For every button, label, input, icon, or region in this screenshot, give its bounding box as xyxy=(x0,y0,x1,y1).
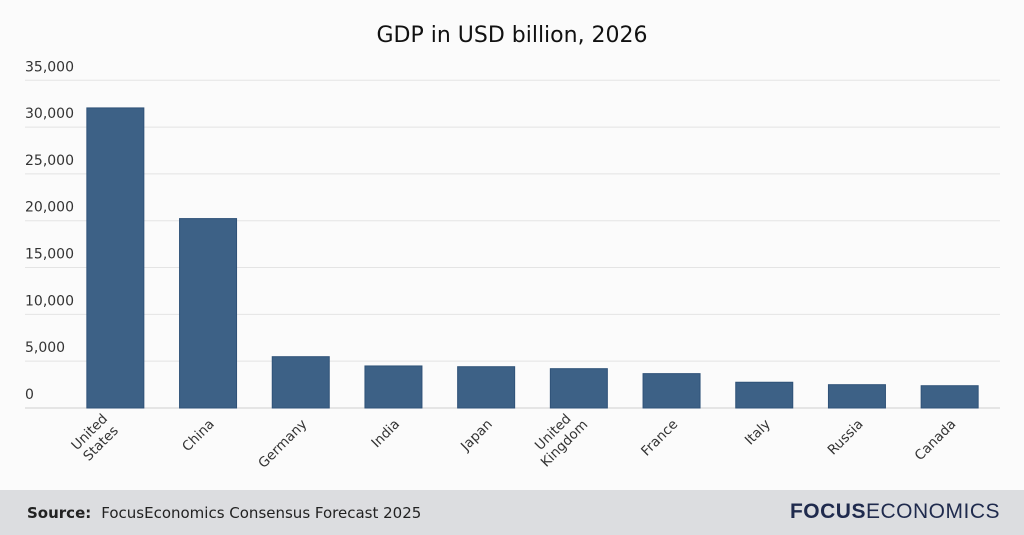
x-tick-label: Italy xyxy=(742,416,774,448)
x-tick-label: France xyxy=(638,416,681,459)
focuseconomics-logo: FOCUSECONOMICS xyxy=(789,500,1000,523)
y-tick-label: 5,000 xyxy=(25,340,65,356)
bar-canada xyxy=(920,385,979,409)
y-tick-label: 0 xyxy=(25,387,34,403)
bar-france xyxy=(642,373,701,409)
x-tick-label: Japan xyxy=(457,416,496,455)
bar-germany xyxy=(271,356,330,409)
bar-united-kingdom xyxy=(549,368,608,409)
chart-title: GDP in USD billion, 2026 xyxy=(376,23,647,48)
x-tick-label: Germany xyxy=(255,416,310,471)
bar-japan xyxy=(457,366,516,409)
bar-italy xyxy=(735,381,794,409)
y-tick-label: 20,000 xyxy=(25,200,74,216)
bar-china xyxy=(179,218,238,409)
footer: Source: FocusEconomics Consensus Forecast… xyxy=(0,490,1024,535)
x-tick-label: UnitedKingdom xyxy=(526,406,591,471)
y-tick-label: 10,000 xyxy=(25,293,74,309)
y-tick-label: 30,000 xyxy=(25,106,74,122)
y-tick-label: 15,000 xyxy=(25,247,74,263)
x-tick-label: India xyxy=(368,416,403,451)
source-text: FocusEconomics Consensus Forecast 2025 xyxy=(101,504,422,522)
x-tick-label: UnitedStates xyxy=(68,411,122,465)
x-tick-label: China xyxy=(179,416,218,455)
y-tick-label: 35,000 xyxy=(25,59,74,75)
source-label: Source: xyxy=(27,504,92,522)
bar-united-states xyxy=(86,107,145,409)
x-tick-label: Russia xyxy=(825,416,867,458)
x-tick-label: Canada xyxy=(912,416,960,464)
bar-russia xyxy=(827,384,886,409)
y-tick-label: 25,000 xyxy=(25,153,74,169)
source-note: Source: FocusEconomics Consensus Forecast… xyxy=(27,504,421,522)
bar-india xyxy=(364,365,423,409)
gdp-bar-chart: GDP in USD billion, 2026 0 5,000 10,000 15,… xyxy=(25,23,1000,472)
